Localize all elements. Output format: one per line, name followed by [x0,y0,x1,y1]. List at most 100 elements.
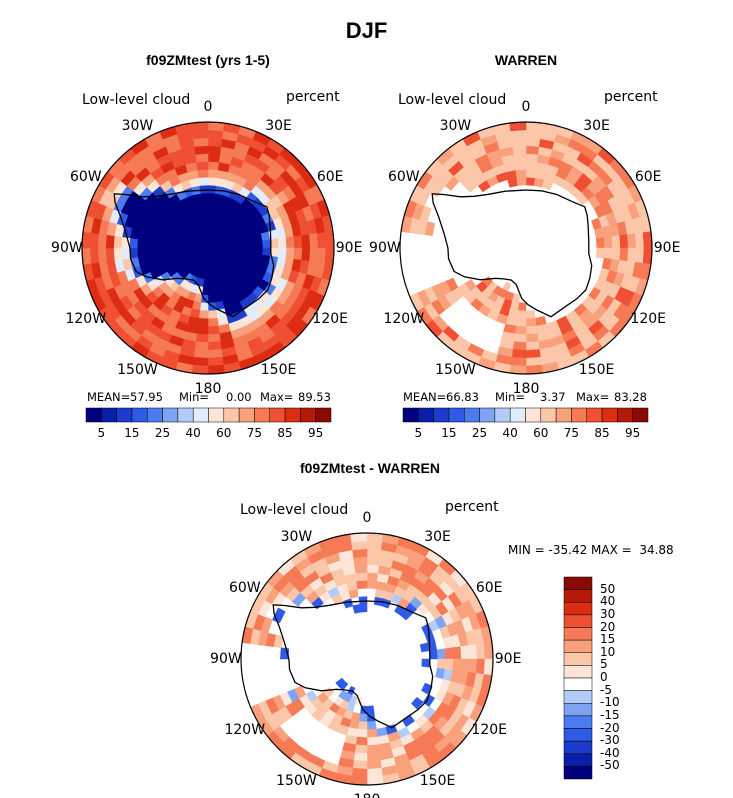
colorbar-label: 15 [441,426,457,440]
colorbar-label: 10 [600,644,616,659]
panel1-min-value: 0.00 [226,390,252,404]
colorbar-label: -5 [600,682,612,697]
lon-label: 180 [512,381,540,398]
colorbar-label: 40 [502,426,518,440]
map-cell [324,231,334,249]
colorbar-box [563,652,593,666]
panel1-mean-label: MEAN= [87,390,131,404]
panel1-max-label: Max= [260,390,294,404]
panel1-variable-label: Low-level cloud [82,92,191,108]
map-border [81,121,335,375]
panel2-mean-value: 66.83 [446,390,479,404]
lon-label: 90W [369,240,401,256]
lon-label: 180 [194,381,222,398]
colorbar-box [563,639,593,653]
colorbar-label: -15 [600,707,620,722]
lon-label: 30W [121,117,154,134]
colorbar-label: 25 [154,426,171,440]
lon-label: 120E [312,310,348,327]
colorbar-label: 40 [600,594,616,609]
map-cell [483,642,493,660]
colorbar-label: 85 [594,426,610,440]
lon-label: 0 [521,98,531,115]
colorbar-label: 95 [625,426,641,440]
lon-label: 30W [280,528,313,545]
panel2-min-value: 3.37 [540,390,566,404]
lon-label: 120W [224,721,266,738]
colorbar-label: 5 [97,426,106,440]
map-cell [642,231,652,249]
lon-label: 150W [435,362,476,379]
lon-label: 90E [653,240,681,256]
colorbar-box [563,703,593,717]
panel1-min-label: Min= [179,390,210,404]
lon-label: 90W [51,240,83,256]
colorbar-box [563,614,593,628]
colorbar-box [563,740,593,754]
colorbar-box [563,677,593,691]
lon-label: 150W [276,773,317,790]
lon-label: 60E [634,169,662,186]
map-cell [525,364,543,374]
panel2-min-label: Min= [495,390,526,404]
map-cell [421,658,431,668]
lon-label: 150E [260,362,297,379]
map-cell [207,364,225,374]
panel2-units-label: percent [604,89,658,105]
lon-label: 90E [335,240,363,256]
panel1-title: f09ZMtest (yrs 1-5) [146,52,270,68]
lon-label: 120E [630,310,666,327]
map-cell [509,122,527,132]
lon-label: 120W [383,310,425,327]
lon-label: 30W [439,117,472,134]
colorbar-box [563,690,593,704]
map-cell [366,775,384,785]
colorbar-box [563,602,593,616]
season-title: DJF [345,18,388,43]
colorbar-label: -50 [600,758,620,773]
coastline [272,600,434,729]
colorbar-label: 50 [600,581,616,596]
colorbar-label: -40 [600,745,620,760]
map-cell [350,533,368,543]
colorbar-box [632,407,649,423]
colorbar-label: 95 [308,426,324,440]
map-cell [82,247,92,265]
panel2-max-value: 83.28 [614,390,647,404]
lon-label: 30E [583,117,610,134]
colorbar-label: 60 [216,426,232,440]
lon-label: 150E [419,773,456,790]
colorbar-label: 30 [600,606,616,621]
coastline [431,189,593,318]
colorbar-label: 25 [471,426,488,440]
colorbar-label: -10 [600,695,620,710]
colorbar-box [563,753,593,767]
colorbar-label: 5 [600,657,608,672]
lon-label: 60W [387,169,420,186]
colorbar-box [563,627,593,641]
colorbar-label: -20 [600,720,620,735]
lon-label: 90W [210,651,242,667]
panel1-units-label: percent [286,89,340,105]
colorbar-box [563,576,593,590]
lon-label: 90E [494,651,522,667]
colorbar-label: 20 [600,619,616,634]
diff-minmax: MIN = -35.42 MAX = 34.88 [508,543,674,557]
colorbar-label: 5 [414,426,423,440]
lon-label: 60W [228,580,261,597]
colorbar-box [563,715,593,729]
colorbar-label: 15 [600,632,616,647]
map-cell [335,677,346,688]
diff-units-label: percent [445,499,499,515]
colorbar-label: 40 [185,426,201,440]
panel1-max-value: 89.53 [298,390,331,404]
lon-label: 30E [265,117,292,134]
lon-label: 30E [424,528,451,545]
lon-label: 150E [578,362,615,379]
lon-label: 150W [117,362,158,379]
